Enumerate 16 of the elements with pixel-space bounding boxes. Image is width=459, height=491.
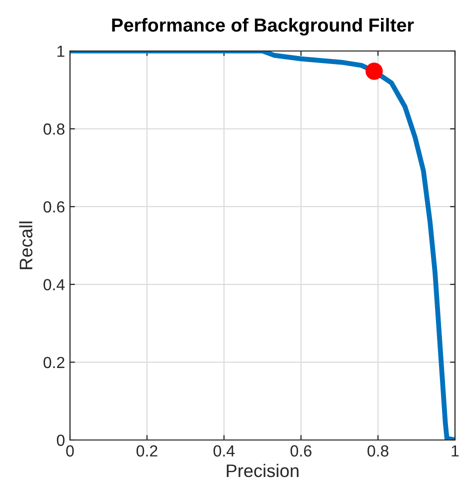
x-axis-title: Precision: [226, 464, 298, 478]
y-tick-label: 1: [57, 46, 64, 57]
y-axis-title: Recall: [19, 222, 32, 270]
y-tick-label: 0.6: [44, 201, 64, 213]
x-tick-label: 0: [66, 445, 74, 457]
line-series: [70, 51, 455, 440]
x-tick-label: 0.4: [214, 445, 235, 457]
chart-title: Performance of Background Filter: [112, 18, 414, 36]
x-tick-label: 0.8: [368, 445, 388, 457]
y-tick-label: 0: [56, 434, 65, 446]
y-tick-label: 0.4: [44, 279, 65, 290]
x-tick-label: 1: [452, 445, 459, 456]
y-tick-label: 0.8: [44, 123, 64, 135]
x-tick-label: 0.2: [136, 445, 158, 457]
x-tick-label: 0.6: [290, 445, 312, 457]
y-tick-label: 0.2: [44, 356, 64, 368]
